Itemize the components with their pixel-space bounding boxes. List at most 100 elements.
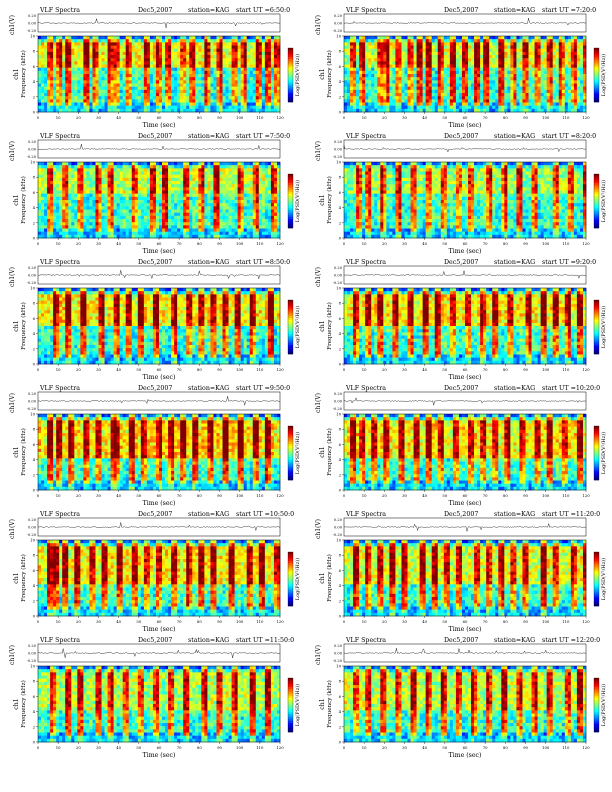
spectrogram-ytick-label: 8 [33,553,36,558]
spectrogram-ytick-label: 6 [33,64,36,69]
spectrogram-xlabel: Time (sec) [143,374,176,381]
spectrogram-ylabel: Frequency (kHz) [20,176,27,224]
panel-date: Dec5,2007 [138,133,172,140]
panel-title: VLF Spectra [39,511,80,518]
spectrogram-xtick-label: 10 [56,619,61,624]
spectrogram-xtick-label: 90 [217,241,222,246]
channel-label: ch1 [319,68,326,79]
spectrogram-panel-10: VLF Spectra Dec5,2007 station=KAG start UT … [315,511,607,633]
spectrogram-xtick-label: 60 [157,619,162,624]
spectrogram-xtick-label: 20 [76,619,81,624]
spectrogram-xtick-label: 80 [197,493,202,498]
spectrogram-ytick-label: 8 [339,427,342,432]
spectrogram-image [38,540,281,617]
spectrogram-ytick-label: 2 [339,220,342,225]
spectrogram-xtick-label: 40 [116,241,121,246]
spectrogram-xtick-label: 80 [503,367,508,372]
spectrogram-ytick-label: 10 [336,538,341,543]
spectrogram-xtick-label: 10 [362,493,367,498]
spectrogram-xtick-label: 120 [582,115,590,120]
spectrogram-panel-5: VLF Spectra Dec5,2007 station=KAG start UT … [9,259,301,381]
spectrogram-xtick-label: 40 [422,493,427,498]
waveform-ylabel: ch1(V) [315,519,322,539]
panel-start-time: start UT =11:20:0 [542,511,600,518]
spectrogram-xtick-label: 120 [582,367,590,372]
spectrogram-ytick-label: 6 [339,64,342,69]
spectrogram-ytick-label: 10 [30,412,35,417]
spectrogram-image [38,414,281,491]
spectrogram-xtick-label: 70 [483,115,488,120]
spectrogram-ytick-label: 6 [33,190,36,195]
waveform-trace [37,18,281,29]
spectrogram-ytick-label: 6 [33,568,36,573]
colorbar-label: Log(PSD(V²/Hz)) [294,54,301,96]
spectrogram-image [38,162,281,239]
spectrogram-ytick-label: 4 [339,205,342,210]
panel-station: station=KAG [188,133,229,140]
spectrogram-xtick-label: 20 [76,367,81,372]
waveform-tick-label: 0.20 [334,266,343,270]
spectrogram-xtick-label: 100 [542,241,550,246]
spectrogram-xtick-label: 80 [503,241,508,246]
colorbar [288,552,293,607]
spectrogram-xtick-label: 30 [96,115,101,120]
spectrogram-ytick-label: 4 [33,457,36,462]
panel-title: VLF Spectra [39,385,80,392]
waveform-tick-label: 0.20 [28,140,37,144]
colorbar [288,426,293,481]
spectrogram-ylabel: Frequency (kHz) [326,302,333,350]
colorbar-label: Log(PSD(V²/Hz)) [600,54,607,96]
panel-station: station=KAG [494,637,535,644]
waveform-tick-label: -0.20 [333,533,343,537]
colorbar [594,174,599,229]
spectrogram-ytick-label: 0 [33,614,36,619]
spectrogram-ytick-label: 10 [336,34,341,39]
spectrogram-xtick-label: 50 [442,367,447,372]
waveform-ylabel: ch1(V) [9,15,16,35]
spectrogram-xtick-label: 70 [177,367,182,372]
spectrogram-panel-4: VLF Spectra Dec5,2007 station=KAG start UT … [315,133,607,255]
spectrogram-xtick-label: 70 [177,493,182,498]
channel-label: ch1 [319,446,326,457]
spectrogram-panel-3: VLF Spectra Dec5,2007 station=KAG start UT … [9,133,301,255]
spectrogram-xtick-label: 0 [343,367,346,372]
waveform-trace [343,522,587,532]
spectrogram-xtick-label: 90 [523,745,528,750]
spectrogram-xtick-label: 10 [56,367,61,372]
spectrogram-ytick-label: 0 [33,362,36,367]
spectrogram-xtick-label: 80 [197,115,202,120]
waveform-frame [343,643,587,663]
spectrogram-xtick-label: 30 [402,367,407,372]
spectrogram-xtick-label: 110 [562,241,570,246]
spectrogram-ytick-label: 2 [339,94,342,99]
waveform-tick-label: 0.00 [334,22,343,26]
waveform-ylabel: ch1(V) [9,267,16,287]
spectrogram-xtick-label: 120 [582,619,590,624]
spectrogram-ytick-label: 0 [339,614,342,619]
spectrogram-xtick-label: 50 [442,619,447,624]
spectrogram-ytick-label: 10 [30,538,35,543]
panel-title: VLF Spectra [345,259,386,266]
channel-label: ch1 [13,68,20,79]
spectrogram-xtick-label: 120 [276,367,284,372]
panel-title: VLF Spectra [345,133,386,140]
spectrogram-xtick-label: 110 [562,367,570,372]
spectrogram-ytick-label: 6 [33,442,36,447]
waveform-trace [343,145,587,153]
spectrogram-image [38,36,281,113]
spectrogram-ytick-label: 6 [33,694,36,699]
panel-date: Dec5,2007 [444,385,478,392]
spectrogram-xtick-label: 120 [582,493,590,498]
spectrogram-xtick-label: 110 [256,241,264,246]
spectrogram-xtick-label: 110 [562,745,570,750]
spectrogram-xtick-label: 40 [116,745,121,750]
spectrogram-ytick-label: 2 [339,346,342,351]
waveform-trace [37,144,280,150]
spectrogram-xtick-label: 0 [37,115,40,120]
spectrogram-ylabel: Frequency (kHz) [326,554,333,602]
spectrogram-xtick-label: 100 [236,115,244,120]
waveform-ylabel: ch1(V) [9,141,16,161]
spectrogram-ytick-label: 10 [30,286,35,291]
panel-station: station=KAG [494,133,535,140]
spectrogram-ytick-label: 6 [339,316,342,321]
